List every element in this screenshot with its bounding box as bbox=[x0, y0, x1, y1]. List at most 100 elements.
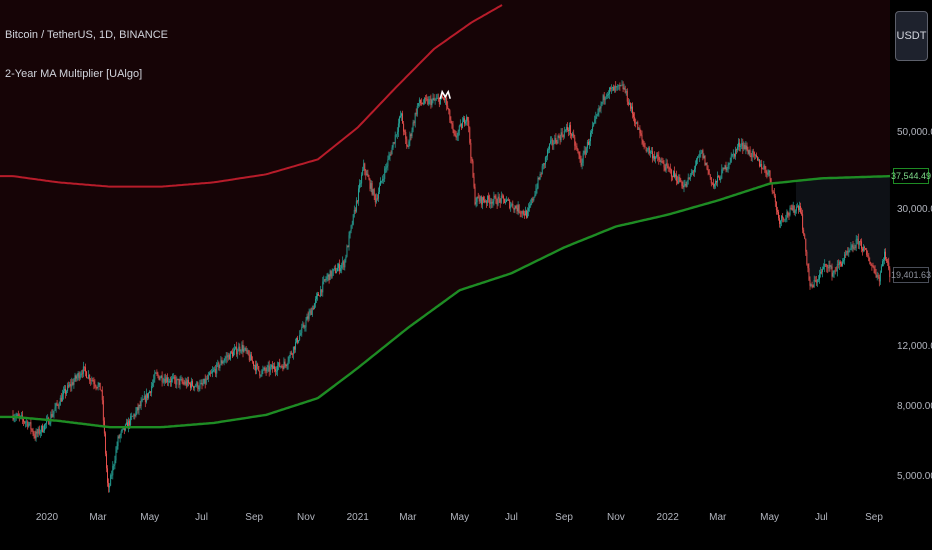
candle-body bbox=[27, 421, 29, 427]
candle-body bbox=[869, 260, 871, 265]
candle-body bbox=[538, 177, 540, 179]
candle-body bbox=[371, 183, 373, 195]
candle-body bbox=[683, 184, 685, 188]
candle-body bbox=[773, 192, 775, 196]
candle-body bbox=[525, 210, 526, 216]
candle-body bbox=[337, 268, 338, 272]
candle-body bbox=[880, 266, 882, 273]
candle-body bbox=[726, 168, 728, 171]
candle-body bbox=[868, 256, 870, 261]
candle-body bbox=[870, 264, 872, 266]
candle-body bbox=[242, 344, 244, 352]
candle-body bbox=[606, 95, 608, 97]
candle-body bbox=[612, 87, 613, 89]
candle-body bbox=[515, 206, 517, 209]
candle-body bbox=[618, 84, 620, 86]
candle-body bbox=[830, 266, 832, 268]
candle-body bbox=[799, 206, 800, 211]
candle-body bbox=[491, 202, 493, 204]
candle-body bbox=[694, 168, 695, 172]
candle-body bbox=[757, 157, 758, 161]
candle-body bbox=[584, 150, 586, 155]
candle-body bbox=[496, 203, 498, 205]
candle-body bbox=[38, 428, 40, 434]
candle-body bbox=[205, 378, 207, 384]
candle-body bbox=[334, 267, 336, 273]
candle-body bbox=[333, 267, 335, 269]
candle-body bbox=[345, 256, 347, 260]
candle-body bbox=[691, 171, 693, 174]
candle-body bbox=[435, 98, 437, 100]
candle-body bbox=[154, 373, 156, 380]
candle-body bbox=[529, 205, 531, 209]
candle-body bbox=[620, 85, 622, 86]
candle-body bbox=[196, 382, 198, 387]
candle-body bbox=[54, 407, 56, 411]
candle-body bbox=[582, 153, 584, 163]
candle-body bbox=[404, 131, 406, 133]
candle-body bbox=[413, 122, 415, 124]
candle-body bbox=[270, 365, 272, 367]
candle-body bbox=[170, 381, 171, 383]
candle-body bbox=[883, 260, 884, 262]
candle-body bbox=[80, 373, 82, 376]
candle-body bbox=[360, 183, 361, 185]
candle-body bbox=[826, 264, 828, 268]
candle-body bbox=[451, 123, 453, 125]
candle-body bbox=[415, 113, 417, 115]
x-tick-label: May bbox=[140, 512, 160, 523]
candle-body bbox=[367, 173, 369, 177]
candle-body bbox=[738, 142, 739, 147]
candle-body bbox=[769, 170, 771, 179]
candle-body bbox=[637, 122, 639, 130]
candle-body bbox=[226, 356, 228, 358]
candle-body bbox=[155, 372, 157, 374]
candle-body bbox=[247, 350, 249, 355]
candle-body bbox=[233, 351, 234, 357]
candle-body bbox=[528, 208, 529, 212]
candle-body bbox=[462, 121, 463, 129]
candle-body bbox=[382, 179, 384, 181]
candle-body bbox=[169, 381, 170, 382]
candle-body bbox=[441, 96, 442, 99]
candle-body bbox=[68, 385, 70, 387]
candle-body bbox=[659, 160, 661, 162]
candle-body bbox=[121, 429, 123, 432]
candle-body bbox=[424, 98, 426, 104]
candle-body bbox=[368, 177, 370, 180]
candle-body bbox=[817, 279, 819, 281]
candle-body bbox=[299, 335, 301, 341]
candle-body bbox=[44, 424, 45, 431]
candle-body bbox=[751, 151, 753, 158]
candle-body bbox=[595, 116, 597, 120]
candle-body bbox=[569, 125, 570, 131]
candle-body bbox=[23, 419, 24, 422]
candle-body bbox=[654, 156, 655, 160]
candle-body bbox=[656, 154, 658, 157]
x-tick-label: Sep bbox=[555, 512, 573, 523]
candle-body bbox=[497, 196, 499, 205]
candle-body bbox=[853, 247, 855, 249]
candle-body bbox=[262, 369, 264, 371]
candle-body bbox=[137, 407, 139, 411]
candle-body bbox=[460, 123, 462, 129]
candle-body bbox=[487, 195, 489, 203]
indicator-title[interactable]: 2-Year MA Multiplier [UAlgo] bbox=[5, 68, 143, 80]
candle-body bbox=[748, 150, 750, 154]
candle-body bbox=[714, 184, 715, 187]
candle-body bbox=[778, 211, 779, 218]
candle-body bbox=[790, 207, 792, 209]
candle-body bbox=[243, 349, 245, 352]
candle-body bbox=[539, 174, 541, 179]
candle-body bbox=[478, 198, 480, 202]
candle-body bbox=[640, 133, 642, 135]
candle-body bbox=[145, 393, 147, 403]
candle-body bbox=[189, 383, 190, 384]
candle-body bbox=[249, 354, 251, 361]
currency-button[interactable]: USDT bbox=[895, 11, 928, 61]
candle-body bbox=[809, 279, 811, 286]
candle-body bbox=[292, 346, 294, 355]
candle-body bbox=[53, 410, 55, 414]
candle-body bbox=[193, 386, 195, 388]
